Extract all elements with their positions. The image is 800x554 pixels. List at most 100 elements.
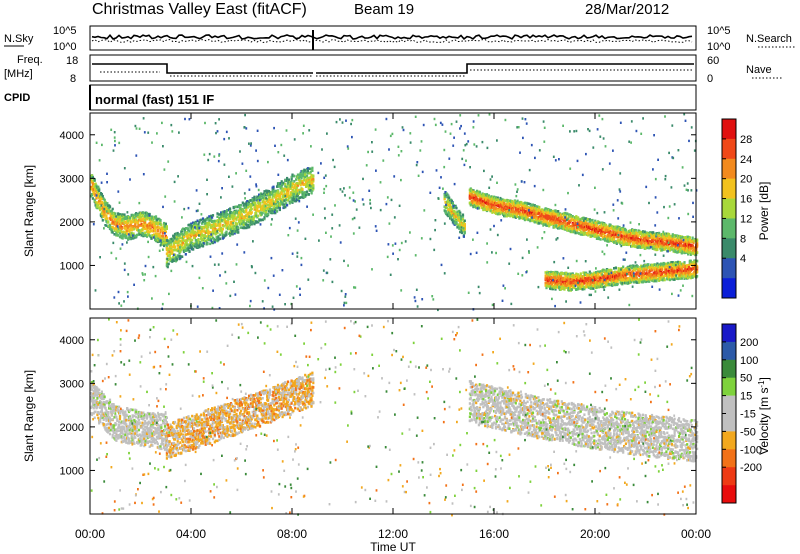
heatmap-cell [598,233,601,237]
heatmap-cell [459,213,462,216]
heatmap-cell [534,210,537,214]
heatmap-cell [229,217,232,220]
heatmap-cell [553,217,556,220]
heatmap-cell [172,255,175,259]
heatmap-cell [214,223,217,226]
heatmap-cell [192,221,195,225]
heatmap-cell [149,221,152,224]
heatmap-cell [250,211,253,214]
heatmap-cell [191,238,194,242]
heatmap-cell [291,185,294,189]
heatmap-cell [165,225,168,228]
heatmap-cell [209,242,212,246]
heatmap-cell [120,234,123,238]
heatmap-cell [260,208,263,212]
freq-tick-high: 18 [66,55,78,67]
heatmap-cell [215,224,218,228]
heatmap-cell [304,195,307,198]
heatmap-cell [145,212,149,215]
heatmap-cell [289,180,292,184]
heatmap-cell [284,205,287,209]
heatmap-cell [257,199,260,203]
heatmap-cell [100,197,103,201]
heatmap-cell [502,210,505,213]
heatmap-cell [91,197,94,200]
heatmap-cell [603,232,606,236]
heatmap-cell [233,230,236,233]
heatmap-cell [306,171,309,175]
heatmap-cell [127,219,130,223]
heatmap-cell [211,216,214,219]
heatmap-cell [118,213,122,216]
heatmap-cell [543,223,546,226]
heatmap-cell [94,182,97,186]
nsky-series [91,33,693,40]
heatmap-cell [111,231,114,234]
heatmap-cell [248,225,251,229]
nave-tick-high: 60 [707,55,719,67]
heatmap-cell [90,177,93,181]
heatmap-cell [244,203,247,206]
heatmap-cell [168,241,171,245]
heatmap-cell [190,222,193,226]
heatmap-cell [290,191,293,195]
heatmap-cell [136,225,140,229]
heatmap-cell [229,234,232,237]
heatmap-cell [258,193,261,197]
heatmap-cell [234,221,237,225]
heatmap-cell [108,223,112,227]
heatmap-cell [570,216,573,219]
heatmap-cell [160,223,163,227]
heatmap-cell [297,192,300,195]
heatmap-cell [157,226,160,229]
heatmap-cell [162,235,165,238]
heatmap-cell [599,230,602,234]
heatmap-cell [125,236,128,240]
heatmap-cell [199,234,202,237]
heatmap-cell [448,210,451,214]
heatmap-cell [298,188,301,192]
heatmap-cell [591,231,594,235]
heatmap-cell [286,199,290,202]
heatmap-cell [117,230,120,234]
heatmap-cell [216,215,219,218]
heatmap-cell [252,218,255,222]
heatmap-cell [222,224,225,228]
heatmap-cell [295,178,298,181]
heatmap-cell [259,218,262,222]
heatmap-cell [459,223,462,227]
heatmap-cell [266,206,269,209]
heatmap-cell [237,226,240,229]
heatmap-cell [93,198,96,202]
heatmap-cell [282,187,285,191]
heatmap-cell [305,193,308,197]
heatmap-cell [170,247,173,251]
heatmap-cell [588,218,591,221]
heatmap-cell [573,229,576,233]
heatmap-cell [564,219,567,222]
heatmap-cell [462,235,465,238]
heatmap-cell [463,231,466,235]
heatmap-cell [163,221,166,225]
heatmap-cell [286,182,290,185]
heatmap-cell [509,203,512,207]
heatmap-cell [306,167,309,170]
heatmap-cell [577,218,581,221]
heatmap-cell [238,220,241,224]
heatmap-cell [267,190,271,193]
heatmap-cell [275,189,278,193]
heatmap-cell [259,211,262,214]
heatmap-cell [307,185,310,189]
heatmap-cell [207,232,210,235]
heatmap-cell [196,233,199,237]
heatmap-cell [263,205,266,209]
heatmap-cell [553,220,556,224]
heatmap-cell [280,180,283,183]
heatmap-cell [449,216,453,219]
heatmap-cell [448,196,451,200]
heatmap-cell [226,224,229,227]
heatmap-cell [305,183,309,186]
heatmap-cell [166,239,169,242]
heatmap-cell [186,232,189,235]
heatmap-cell [487,194,490,197]
